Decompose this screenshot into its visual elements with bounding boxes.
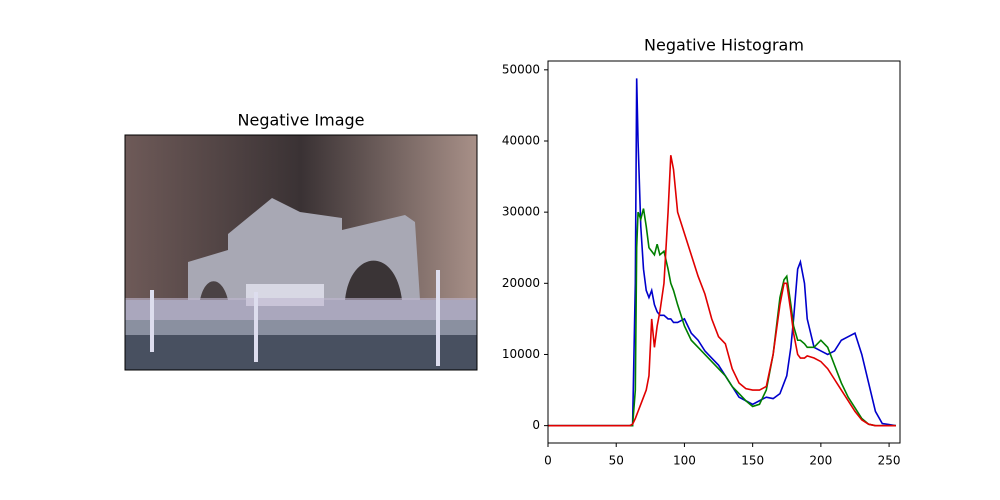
y-tick-label: 0	[532, 418, 540, 432]
x-tick-label: 50	[609, 454, 624, 468]
plot-frame	[547, 60, 901, 444]
x-tick-label: 250	[878, 454, 901, 468]
y-tick-label: 10000	[502, 347, 540, 361]
x-tick-label: 100	[673, 454, 696, 468]
x-tick-label: 200	[809, 454, 832, 468]
image-frame	[124, 134, 478, 371]
y-tick-label: 50000	[502, 62, 540, 76]
series-line	[548, 78, 897, 427]
y-tick-label: 30000	[502, 205, 540, 219]
negative-image	[125, 135, 477, 370]
y-tick-label: 20000	[502, 276, 540, 290]
chart-title: Negative Histogram	[644, 36, 804, 55]
image-title: Negative Image	[238, 111, 365, 130]
series-line	[548, 155, 896, 427]
x-tick-label: 150	[741, 454, 764, 468]
series-line	[548, 208, 896, 427]
x-tick-label: 0	[544, 454, 552, 468]
y-tick-label: 40000	[502, 133, 540, 147]
